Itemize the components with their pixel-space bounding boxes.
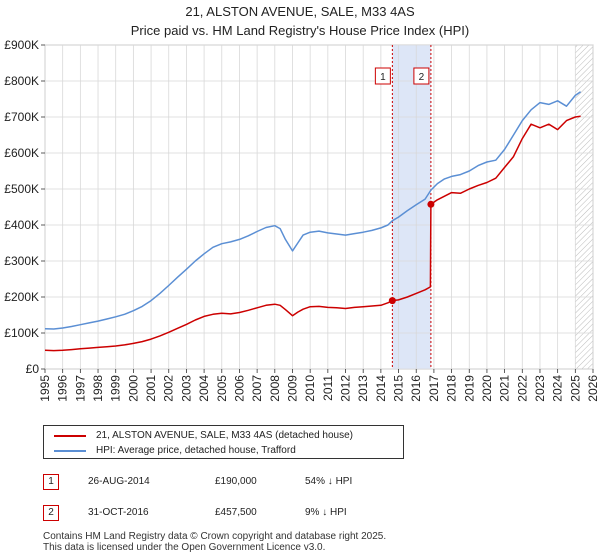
y-tick-label: £500K [4,182,39,196]
x-tick-label: 2023 [533,375,547,402]
annotation-label-2: 2 [419,72,425,83]
x-tick-label: 2007 [250,375,264,402]
x-tick-label: 2015 [392,375,406,402]
x-tick-label: 2003 [179,375,193,402]
sale-number-badge: 1 [43,474,59,490]
x-tick-label: 2026 [586,375,600,402]
y-tick-label: £200K [4,290,39,304]
sale-date: 31-OCT-2016 [88,507,149,518]
x-tick-label: 2024 [551,375,565,402]
sale-row-2: 2 31-OCT-2016 £457,500 9% ↓ HPI [43,505,463,521]
x-tick-label: 2006 [232,375,246,402]
series-lines [44,91,582,352]
x-tick-label: 2002 [162,375,176,402]
legend-label-hpi: HPI: Average price, detached house, Traf… [96,445,296,456]
x-axis: 1995 1996 1997 1998 1999 2000 2001 2002 2003 2004… [38,369,600,402]
x-tick-label: 2022 [515,375,529,402]
grid-lines [44,44,594,370]
footer-licence: This data is licensed under the Open Gov… [43,542,326,553]
x-tick-label: 2017 [427,375,441,402]
forecast-hatch [575,45,593,369]
x-tick-label: 2001 [144,375,158,402]
sale-row-1: 1 26-AUG-2014 £190,000 54% ↓ HPI [43,474,463,490]
property-series-line [44,115,581,352]
legend-label-property: 21, ALSTON AVENUE, SALE, M33 4AS (detach… [96,430,353,441]
sale-point-1 [388,297,396,305]
y-tick-label: £900K [4,38,39,52]
hpi-series-line [44,91,582,330]
y-tick-label: £400K [4,218,39,232]
plot-area [44,44,594,370]
x-tick-label: 2019 [462,375,476,402]
chart-subtitle: Price paid vs. HM Land Registry's House … [130,23,470,38]
sale-hpi-diff: 9% ↓ HPI [305,507,347,518]
x-tick-label: 2014 [374,375,388,402]
footer: Contains HM Land Registry data © Crown c… [43,531,386,553]
x-tick-label: 2000 [126,375,140,402]
footer-copyright: Contains HM Land Registry data © Crown c… [43,531,387,542]
y-axis: £0 £100K £200K £300K £400K £500K £600K £700K £80… [4,38,45,376]
x-tick-label: 1998 [91,375,105,402]
x-tick-label: 1997 [73,375,87,402]
sale-points [388,200,435,305]
y-tick-label: £600K [4,146,39,160]
y-tick-label: £700K [4,110,39,124]
x-tick-label: 2013 [356,375,370,402]
x-tick-label: 1999 [109,375,123,402]
x-tick-label: 2010 [303,375,317,402]
sale-point-2 [427,200,435,208]
x-tick-label: 1995 [38,375,52,402]
sale-hpi-diff: 54% ↓ HPI [305,476,353,487]
x-tick-label: 2018 [445,375,459,402]
annotation-box-2 [413,67,430,85]
x-tick-label: 2025 [568,375,582,402]
y-tick-label: £0 [26,362,40,376]
price-chart: £0 £100K £200K £300K £400K £500K £600K £700K £80… [4,38,600,402]
x-tick-label: 2021 [498,375,512,402]
sale-price: £190,000 [215,476,257,487]
chart-title: 21, ALSTON AVENUE, SALE, M33 4AS [185,4,415,19]
x-tick-label: 2011 [321,375,335,401]
x-tick-label: 2004 [197,375,211,402]
chart-title-block: 21, ALSTON AVENUE, SALE, M33 4AS Price p… [0,2,600,40]
x-tick-label: 2005 [215,375,229,402]
y-tick-label: £300K [4,254,39,268]
x-tick-label: 2009 [285,375,299,402]
x-tick-label: 2016 [409,375,423,402]
annotation-label-1: 1 [380,72,386,83]
legend: 21, ALSTON AVENUE, SALE, M33 4AS (detach… [43,425,404,459]
x-tick-label: 2020 [480,375,494,402]
y-tick-label: £800K [4,74,39,88]
x-tick-label: 1996 [56,375,70,402]
sale-number-badge: 2 [43,505,59,521]
legend-swatch-hpi [54,450,86,452]
sale-date: 26-AUG-2014 [88,476,150,487]
x-tick-label: 2012 [339,375,353,402]
annotation-box-1 [374,67,391,85]
y-tick-label: £100K [4,326,39,340]
x-tick-label: 2008 [268,375,282,402]
legend-swatch-property [54,435,86,437]
sale-price: £457,500 [215,507,257,518]
